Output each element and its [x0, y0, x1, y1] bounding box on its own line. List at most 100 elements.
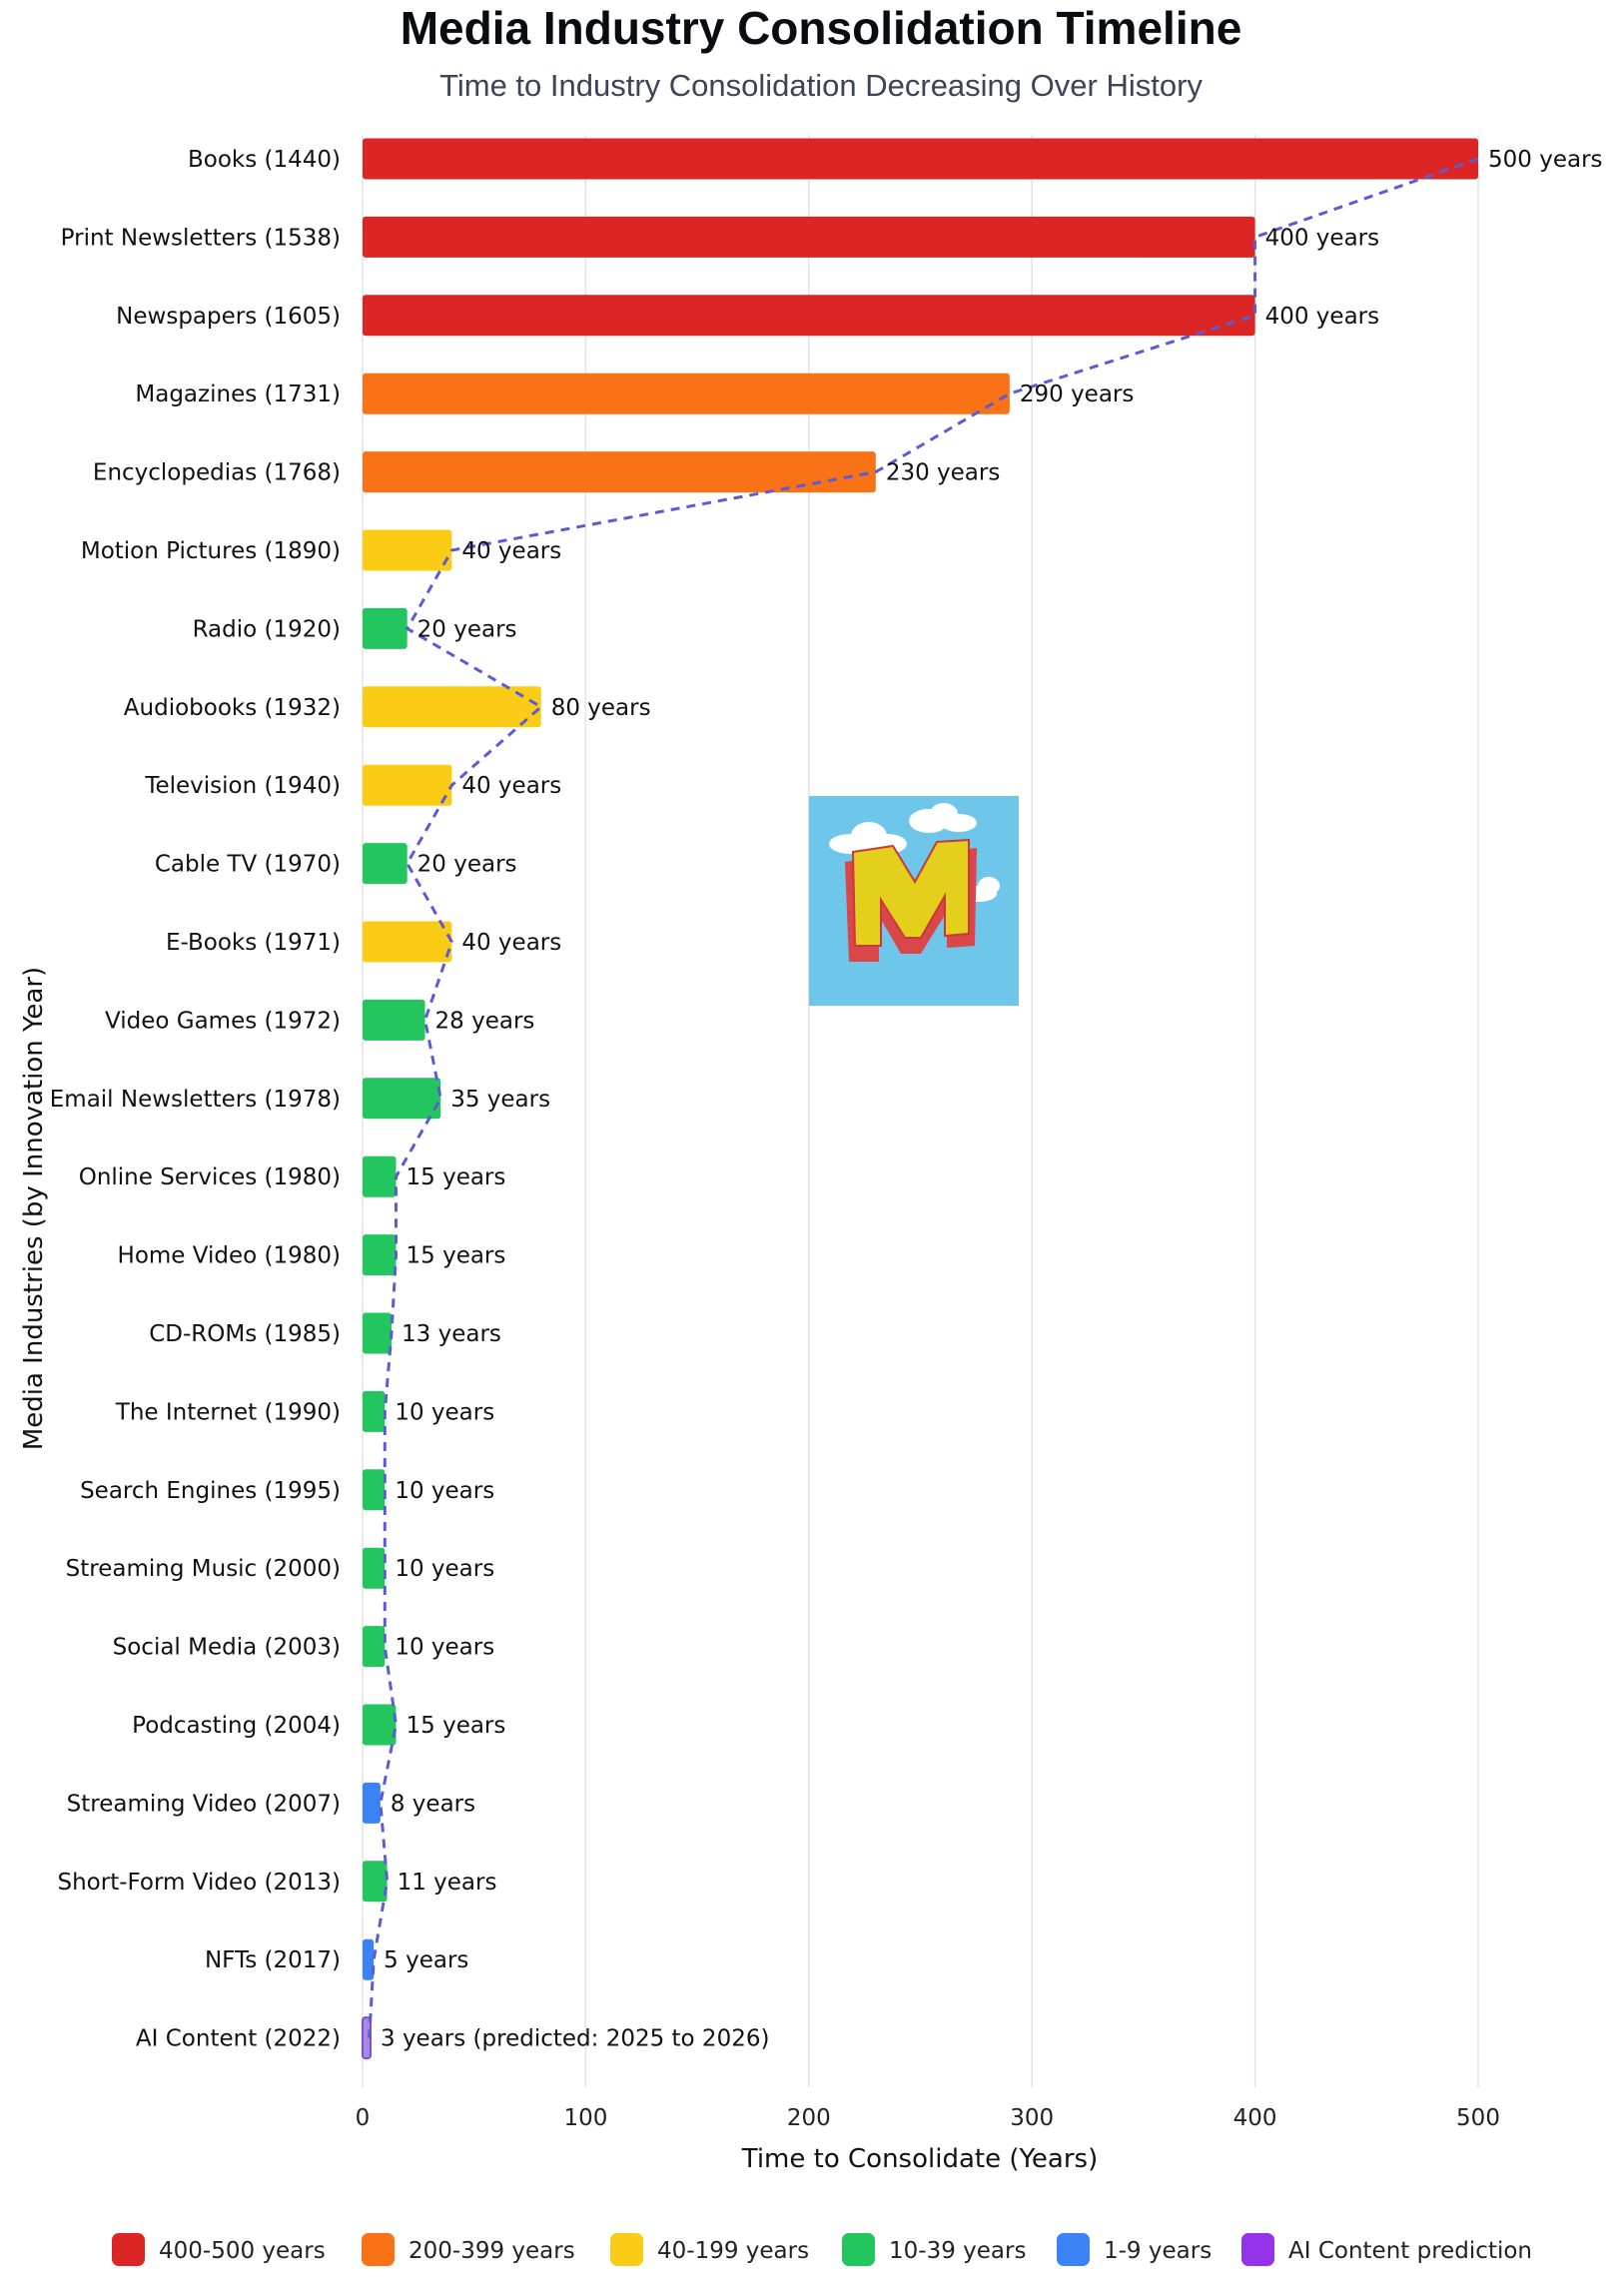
category-labels: Books (1440) Print Newsletters (1538) News… — [50, 147, 341, 2052]
chart-title: Media Industry Consolidation Timeline — [401, 2, 1242, 54]
x-tick-label: 300 — [1010, 2105, 1054, 2131]
category-label: Home Video (1980) — [118, 1243, 341, 1269]
data-label: 20 years — [417, 616, 517, 642]
legend-swatch — [842, 2233, 875, 2266]
data-label: 3 years (predicted: 2025 to 2026) — [381, 2026, 769, 2052]
legend-entry: 40-199 years — [657, 2238, 809, 2264]
data-label: 40 years — [461, 773, 561, 799]
x-axis-title: Time to Consolidate (Years) — [741, 2144, 1098, 2174]
legend-entry: 400-500 years — [159, 2238, 326, 2264]
x-tick-labels: 0 100 200 300 400 500 — [356, 2105, 1500, 2131]
category-label: Audiobooks (1932) — [124, 695, 341, 721]
bar — [363, 529, 452, 571]
bar — [363, 1234, 397, 1276]
category-label: Cable TV (1970) — [155, 852, 341, 878]
data-label: 15 years — [406, 1243, 506, 1269]
bar — [363, 1312, 393, 1354]
bar — [363, 1861, 388, 1903]
bar — [363, 999, 425, 1041]
data-label: 40 years — [461, 538, 561, 564]
x-tick-label: 200 — [787, 2105, 831, 2131]
bar — [363, 1078, 441, 1120]
bar — [363, 921, 452, 963]
legend-swatch — [1057, 2233, 1090, 2266]
category-label: Magazines (1731) — [135, 382, 341, 407]
bar — [363, 138, 1478, 180]
data-label: 8 years — [391, 1791, 475, 1817]
legend-swatch — [610, 2233, 643, 2266]
bar — [363, 1547, 386, 1589]
chart-subtitle: Time to Industry Consolidation Decreasin… — [439, 68, 1203, 103]
bar — [363, 451, 876, 493]
trend-line-path — [368, 157, 1479, 2038]
category-label: E-Books (1971) — [166, 930, 341, 956]
data-label: 10 years — [395, 1478, 494, 1504]
data-label: 400 years — [1265, 304, 1380, 330]
bar — [363, 1938, 375, 1980]
bar — [363, 1704, 397, 1746]
data-label: 230 years — [886, 460, 1001, 486]
data-label: 40 years — [461, 930, 561, 956]
data-label: 10 years — [395, 1635, 494, 1661]
bar — [363, 1390, 386, 1432]
data-label: 35 years — [450, 1087, 550, 1113]
category-label: Print Newsletters (1538) — [61, 225, 341, 251]
category-label: Email Newsletters (1978) — [50, 1087, 341, 1113]
legend-entry: AI Content prediction — [1288, 2238, 1532, 2264]
category-label: Motion Pictures (1890) — [81, 538, 341, 564]
legend-entry: 10-39 years — [889, 2238, 1026, 2264]
m-letter-logo-icon — [809, 796, 1019, 1006]
category-label: Short-Form Video (2013) — [57, 1870, 341, 1896]
trend-line — [368, 157, 1479, 2038]
data-label: 80 years — [551, 695, 651, 721]
bar — [363, 295, 1255, 337]
category-label: Podcasting (2004) — [132, 1713, 341, 1739]
legend-swatch — [112, 2233, 145, 2266]
bar — [363, 607, 407, 649]
category-label: Streaming Video (2007) — [67, 1791, 341, 1817]
bar — [363, 764, 452, 806]
bars — [362, 138, 1478, 2060]
bar — [363, 1782, 381, 1824]
y-axis-title: Media Industries (by Innovation Year) — [19, 967, 49, 1450]
category-label: Social Media (2003) — [113, 1635, 341, 1661]
x-tick-label: 400 — [1233, 2105, 1277, 2131]
data-label: 400 years — [1265, 225, 1380, 251]
legend-swatch — [362, 2233, 395, 2266]
bar — [363, 686, 541, 728]
bar — [363, 843, 407, 885]
category-label: NFTs (2017) — [205, 1947, 341, 1973]
category-label: Radio (1920) — [193, 616, 341, 642]
bar — [363, 373, 1010, 414]
data-label: 28 years — [435, 1008, 535, 1034]
category-label: Streaming Music (2000) — [66, 1556, 341, 1582]
category-label: Video Games (1972) — [105, 1008, 341, 1034]
category-label: The Internet (1990) — [115, 1399, 341, 1425]
legend-swatch — [1241, 2233, 1274, 2266]
bar — [363, 1469, 386, 1511]
data-label: 15 years — [406, 1164, 506, 1190]
data-label: 10 years — [395, 1556, 494, 1582]
bar — [363, 1626, 386, 1668]
data-label: 15 years — [406, 1713, 506, 1739]
category-label: Online Services (1980) — [79, 1164, 341, 1190]
legend-entry: 1-9 years — [1104, 2238, 1212, 2264]
value-labels: 500 years 400 years 400 years 290 years 230 … — [381, 147, 1603, 2052]
legend: 400-500 years 200-399 years 40-199 years 10… — [112, 2233, 1532, 2266]
bar — [363, 216, 1255, 258]
bar — [363, 1155, 397, 1197]
data-label: 11 years — [398, 1870, 497, 1896]
data-label: 20 years — [417, 852, 517, 878]
x-tick-label: 500 — [1456, 2105, 1500, 2131]
category-label: CD-ROMs (1985) — [149, 1321, 341, 1347]
category-label: Encyclopedias (1768) — [93, 460, 341, 486]
legend-entry: 200-399 years — [408, 2238, 575, 2264]
data-label: 500 years — [1488, 147, 1603, 173]
data-label: 5 years — [384, 1947, 468, 1973]
category-label: Books (1440) — [188, 147, 341, 173]
category-label: Television (1940) — [144, 773, 341, 799]
x-tick-label: 0 — [356, 2105, 371, 2131]
data-label: 10 years — [395, 1399, 494, 1425]
category-label: Newspapers (1605) — [116, 304, 341, 330]
